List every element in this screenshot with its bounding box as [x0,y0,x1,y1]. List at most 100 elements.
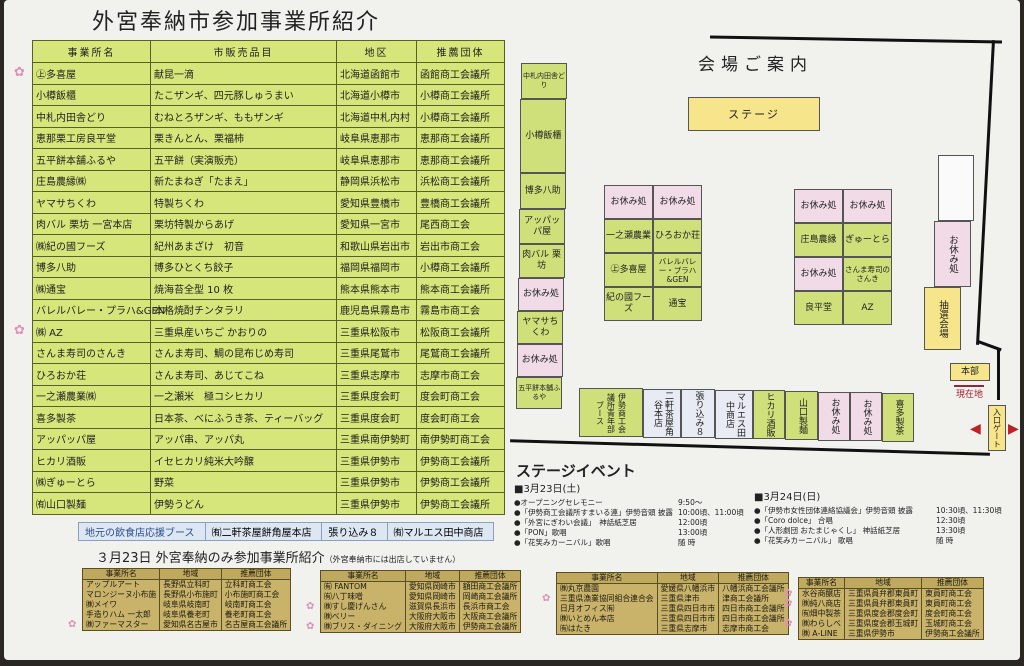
table-row: ㈲畑中製茶 三重県度会郡度会町 度会町商工会 [798,609,984,619]
day1-date: ■3月23日(土) [514,484,581,495]
sponsor: 伊勢商工会議所 [921,629,984,640]
sponsor: 度会町商工会 [416,406,505,429]
vendor-name: ㈱すし慶げんさん [320,602,406,612]
column-header: 事業所名 [32,40,151,63]
sponsor: 小樽商工会議所 [416,255,505,278]
vendor-name: ㈱ベリー [320,612,406,622]
vendor-name: マロンジーヌ小布施 [81,590,161,600]
booth-rest-area: お休み処 [653,185,702,219]
stage-block: ステージ [688,97,820,131]
event-time: 10:00頃、11:00頃 [678,508,744,517]
district: 三重県度会町 [336,384,417,407]
vendor-name: ㈱わらしべ [798,619,845,629]
sponsor: 恵那商工会議所 [416,148,505,171]
column-header: 推薦団体 [220,568,292,580]
arrow-right-icon: ▶ [1008,421,1019,437]
vendor-table: 事業所名 市販売品目 地区 推薦団体 ㊤多喜屋 献昆一滴 北海道函館市 函館商工会議所 小樽飯… [32,40,505,515]
event-name: ●「PON」歌唱 [514,528,567,537]
sponsor: 度会町商工会 [416,384,505,407]
table-row: 五平餅本舗ふるや 五平餅（実演販売） 岐阜県恵那市 恵那商工会議所 [32,148,505,171]
table-row: ㈱ AZ 三重県産いちご かおりの 三重県松阪市 松阪商工会議所 [32,320,505,343]
vendor-name: さんま寿司のさんき [32,341,151,364]
event-item: ●「PON」歌唱 13:00頃 [514,528,748,538]
event-item: ●オープニングセレモニー 9:50～ [514,498,748,508]
district: 三重県伊勢市 [843,629,923,640]
venue-wall [709,35,1003,44]
booth-rest-area: お休み処 [818,391,850,441]
vendor-name: ㈱丸京農園 [556,583,658,594]
event-item: ●「人形劇団 おたまじゃくし」 神話紙芝居 13:30頃 [754,526,1018,536]
product: 焼海苔全型 10 枚 [150,277,337,300]
flower-icon: ✿ [14,65,25,80]
district: 鹿児島県霧島市 [336,298,417,321]
table-row: 肉バル 栗坊 一宮本店 栗坊特製からあげ 愛知県一宮市 尾西商工会 [32,212,505,235]
flower-icon: ✿ [68,619,77,630]
sponsor: 岡崎商工会議所 [458,592,522,602]
district: 岐阜県養老町 [159,610,222,620]
sponsor: 岐南町商工会 [220,600,292,610]
product: 本格焼酎チンタラリ [150,298,337,321]
event-name: ●「花笑みカーニバル」 歌唱 [754,536,853,545]
vendor-name: バレルバレー・プラハ&GEN [32,298,165,321]
booth-vendor: 山口製麺 [785,391,818,440]
booth-vendor: 五平餅本舗ふるや [516,377,563,409]
event-name: ●「伊勢商工会議所すまいる連」伊勢音頭 披露 [514,508,673,517]
product: 栗きんとん、栗福柿 [150,126,337,149]
district: 和歌山県岩出市 [336,234,417,257]
lottery-area: 抽選会場 [924,287,961,350]
column-header: 地域 [159,568,222,580]
sponsor: 南伊勢町商工会 [416,427,505,450]
district: 長野県小布施町 [159,590,222,600]
table-row: ㈱いとめん本店 三重県四日市市 四日市商工会議所 [556,614,789,624]
table-row: ㈱ぎゅーとら 野菜 三重県伊勢市 伊勢商工会議所 [32,470,505,493]
district: 滋賀県長浜市 [404,602,460,612]
district: 三重県四日市市 [656,614,720,624]
table-row: 三重県漁業協同組合連合会 三重県津市 津商工会議所 [556,594,789,604]
booth-vendor: 喜多製茶 [882,392,914,442]
booth-vendor: 通宝 [653,287,702,321]
event-time: 10:30頃、11:30頃 [936,506,1002,515]
sponsor: 伊勢商工会議所 [416,492,505,515]
table-row: ㈱丸京農園 愛媛県八幡浜市 八幡浜商工会議所 [556,583,789,594]
product: イセヒカリ純米大吟醸 [150,449,337,472]
district: 愛媛県八幡浜市 [656,583,720,594]
product: 伊勢うどん [150,492,337,515]
product: むねとろザンギ、ももザンギ [150,105,337,128]
sponsor: 松阪商工会議所 [416,320,505,343]
sponsor: 岩出市商工会 [416,234,505,257]
sponsor: 小樽商工会議所 [416,105,505,128]
sponsor: 尾西商工会 [416,212,505,235]
headquarters: 本部 [950,363,990,381]
vendor-name: ㈱ファーマスター [81,620,161,631]
district: 静岡県浜松市 [336,169,417,192]
booth-vendor: 二軒茶屋角谷本店 [643,388,681,438]
vendor-name: ヤマサちくわ [32,191,151,214]
event-time: 13:30頃 [936,526,966,535]
booth-rest-area: お休み処 [850,392,882,442]
vendor-name: ㈱メイワ [81,600,161,610]
column-header: 推薦団体 [921,577,984,589]
sponsor: 八幡浜商工会議所 [718,583,789,594]
booth-rest-area: お休み処 [794,189,843,223]
product: さんま寿司、鯛の昆布じめ寿司 [150,341,337,364]
table-header: 事業所名 地域 推薦団体 [81,568,292,580]
district: 三重県度会町 [336,406,417,429]
product: 献昆一滴 [150,62,337,85]
column-header: 地域 [656,572,720,584]
table-row: ㈱ A-LINE 三重県伊勢市 伊勢商工会議所 [798,629,984,640]
event-time: 13:00頃 [678,528,708,537]
table-row: 恵那栗工房良平堂 栗きんとん、栗福柿 岐阜県恵那市 恵那商工会議所 [32,126,505,149]
vendor-name: 肉バル 栗坊 一宮本店 [32,212,151,235]
participant-table: 事業所名 地域 推薦団体 ㈱丸京農園 愛媛県八幡浜市 八幡浜商工会議所 三重県漁業協同組合連… [556,572,789,635]
table-row: 日月オフィス㈲ 三重県四日市市 四日市商工会議所 [556,604,789,614]
booth-rest-area: お休み処 [516,344,563,377]
table-row: ㈱紀の國フーズ 紀州あまざけ 初音 和歌山県岩出市 岩出市商工会 [32,234,505,257]
district: 三重県度会郡度会町 [843,609,923,619]
flower-icon: ✿ [306,601,315,612]
sponsor: 小布施町商工会 [220,590,292,600]
vendor-name: 庄島農縁㈱ [32,169,151,192]
table-row: ㊤多喜屋 献昆一滴 北海道函館市 函館商工会議所 [32,62,505,85]
participant-table: 事業所名 地域 推薦団体 アップルアート 長野県立科町 立科町商工会 マロンジーヌ小布施 長野… [81,568,292,631]
product: アッパ串、アッパ丸 [150,427,337,450]
sponsor: 志摩市商工会 [416,363,505,386]
